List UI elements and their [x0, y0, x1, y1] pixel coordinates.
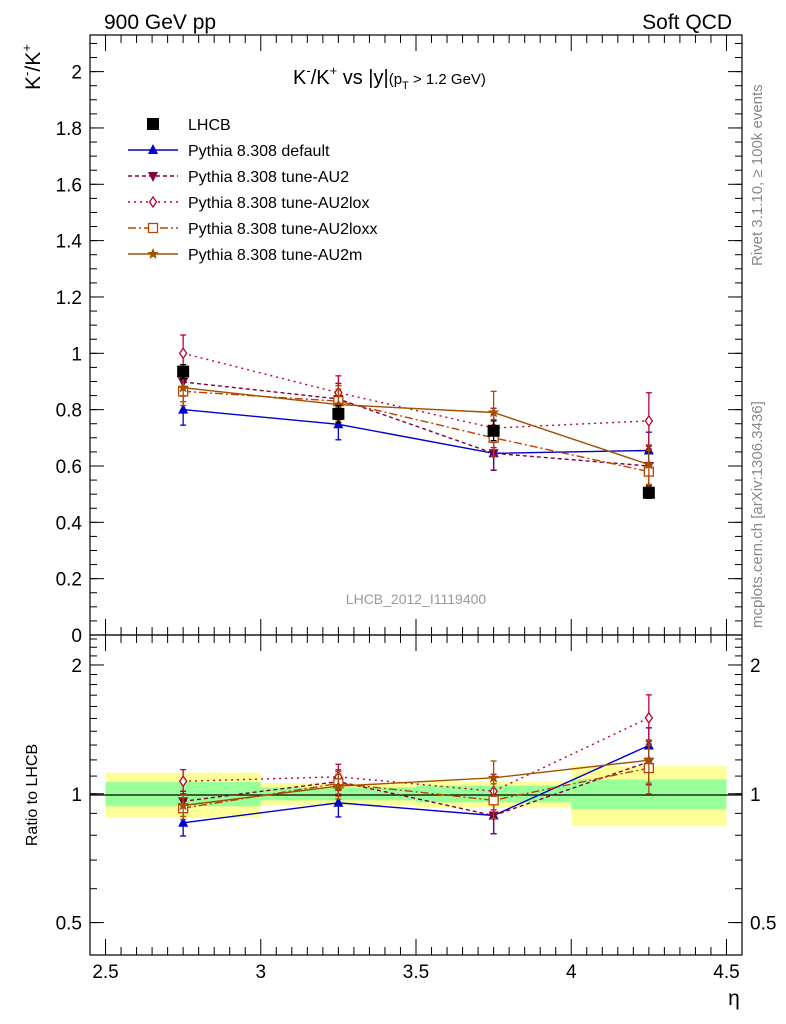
side-label-bottom: mcplots.cern.ch [arXiv:1306.3436]	[749, 401, 766, 628]
x-axis: 2.5 3 3.5 4 4.5	[89, 35, 743, 983]
legend-label: Pythia 8.308 tune-AU2	[188, 169, 349, 186]
marker-star	[332, 398, 345, 410]
y-axis-label: K-/K+	[19, 44, 45, 90]
ratio-uncertainty-bands	[105, 766, 727, 827]
legend-label: Pythia 8.308 default	[188, 143, 330, 160]
marker-square	[147, 222, 159, 234]
y-tick-label: 1.6	[56, 175, 82, 196]
series-line	[183, 381, 649, 467]
x-tick-label: 4	[566, 962, 577, 983]
series-4	[177, 372, 655, 485]
y-tick-label: 2	[71, 63, 82, 84]
legend-label: Pythia 8.308 tune-AU2lox	[188, 195, 369, 212]
marker-diamond	[178, 775, 188, 788]
series-0	[178, 393, 654, 471]
legend-label: Pythia 8.308 tune-AU2loxx	[188, 221, 377, 238]
marker-triangle-down	[148, 172, 158, 182]
ratio-y-axis: 0.5 0.5 1 1 2 2	[56, 638, 776, 935]
ratio-series	[177, 694, 655, 837]
analysis-id-label: LHCB_2012_I1119400	[346, 591, 487, 607]
series-line	[183, 387, 650, 466]
legend-label: Pythia 8.308 tune-AU2m	[188, 247, 362, 264]
marker-star	[177, 381, 189, 393]
marker-diamond	[644, 414, 654, 428]
marker-square-filled	[487, 424, 500, 437]
marker-square-filled	[332, 407, 345, 420]
marker-triangle-up	[178, 403, 189, 414]
x-axis-label: η	[728, 987, 740, 1010]
ratio-tick-label: 1	[71, 785, 82, 806]
ratio-line	[183, 759, 649, 807]
ratio-tick-label-right: 1	[750, 785, 761, 806]
x-tick-label: 3	[255, 962, 266, 983]
marker-square-filled	[642, 486, 655, 499]
main-data-points	[177, 363, 655, 500]
ratio-plot: 0.5 0.5 1 1 2 2 2.5 3 3.5 4 4.5 Ratio to LHCB η	[24, 35, 776, 1010]
x-tick-label: 2.5	[92, 962, 118, 983]
main-series	[177, 334, 655, 494]
ratio-y-axis-label: Ratio to LHCB	[24, 744, 41, 846]
marker-star	[332, 780, 345, 791]
marker-diamond	[644, 711, 654, 724]
marker-square-filled	[147, 118, 159, 130]
y-tick-label: 0.4	[56, 513, 83, 534]
marker-triangle-up	[148, 144, 158, 154]
y-tick-label: 1.8	[56, 119, 82, 140]
legend-label: LHCB	[188, 117, 231, 134]
header-left-label: 900 GeV pp	[104, 11, 216, 34]
x-tick-label: 4.5	[713, 962, 739, 983]
ratio-tick-label-right: 0.5	[750, 914, 776, 935]
ratio-tick-label: 2	[71, 656, 82, 677]
marker-triangle-up	[333, 418, 344, 429]
marker-star	[177, 799, 189, 811]
y-tick-label: 0.6	[56, 457, 82, 478]
marker-square-filled	[177, 365, 190, 378]
ratio-line	[182, 767, 650, 809]
marker-triangle-up	[333, 796, 344, 807]
marker-diamond	[178, 347, 188, 360]
marker-star	[643, 458, 655, 470]
ratio-series-4	[177, 739, 655, 818]
x-tick-label: 3.5	[403, 962, 429, 983]
header: 900 GeV pp Soft QCD Rivet 3.1.10, ≥ 100k…	[104, 11, 766, 628]
y-tick-label: 1.2	[56, 288, 82, 309]
series-line	[182, 352, 649, 429]
main-plot: 0 0.2 0.4 0.6 0.8 1 1.2 1.4 1.6 1.8 2 K-/K+ vs |y|…	[19, 34, 743, 647]
header-right-label: Soft QCD	[642, 11, 732, 34]
chart-title: K-/K+ vs |y|(pT > 1.2 GeV)	[293, 63, 486, 92]
side-label-top: Rivet 3.1.10, ≥ 100k events	[749, 84, 766, 266]
legend: LHCB Pythia 8.308 default Pythia 8.308 tun…	[128, 117, 377, 264]
ratio-tick-label: 0.5	[56, 914, 82, 935]
marker-star	[487, 406, 500, 418]
series-1	[178, 367, 654, 487]
ratio-line	[183, 717, 650, 792]
marker-star	[147, 248, 159, 259]
series-line	[183, 408, 649, 455]
y-tick-label: 0.2	[56, 570, 82, 591]
ratio-line	[183, 744, 650, 824]
marker-triangle-up	[178, 816, 189, 827]
y-tick-label: 0	[71, 626, 82, 647]
marker-diamond	[148, 195, 158, 209]
main-y-axis: 0 0.2 0.4 0.6 0.8 1 1.2 1.4 1.6 1.8 2	[56, 42, 742, 647]
series-line	[183, 390, 650, 473]
marker-square	[488, 795, 499, 806]
ratio-tick-label-right: 2	[750, 656, 761, 677]
y-tick-label: 0.8	[56, 401, 82, 422]
marker-star	[487, 771, 500, 783]
y-tick-label: 1	[71, 344, 82, 365]
y-tick-label: 1.4	[56, 232, 83, 253]
marker-star	[643, 754, 655, 766]
series-2	[178, 334, 654, 450]
ratio-line	[183, 761, 650, 817]
